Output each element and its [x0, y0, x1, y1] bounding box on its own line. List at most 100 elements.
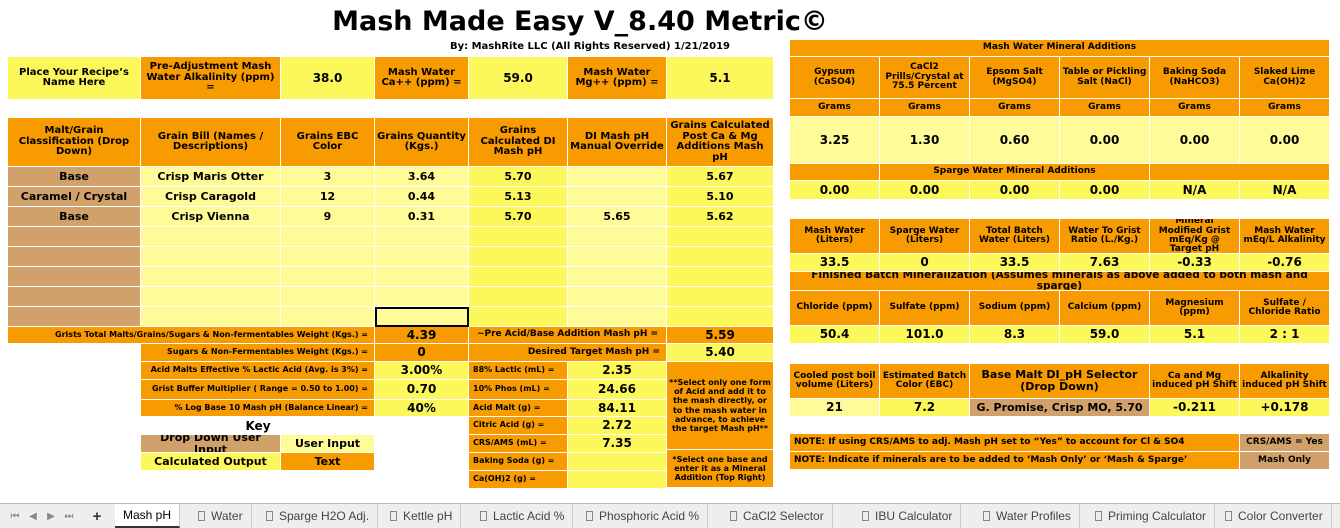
grain-color-cell[interactable]: [281, 307, 375, 327]
key-title: Key: [141, 417, 375, 435]
mineral-unit: Grams: [1240, 99, 1330, 117]
target-ph-input[interactable]: 5.40: [667, 344, 774, 362]
grain-name-cell[interactable]: Crisp Maris Otter: [141, 167, 281, 187]
boil-value[interactable]: 21: [790, 399, 880, 417]
mash-ca-input[interactable]: 59.0: [469, 57, 568, 100]
boil-value[interactable]: G. Promise, Crisp MO, 5.70: [970, 399, 1150, 417]
grain-header-di-ph: Grains Calculated DI Mash pH: [469, 118, 568, 167]
acid-value: 24.66: [568, 380, 667, 400]
grain-ph-override-cell[interactable]: [568, 247, 667, 267]
grain-ph-override-cell[interactable]: [568, 267, 667, 287]
finished-value: 101.0: [880, 326, 970, 344]
add-sheet-icon[interactable]: +: [92, 507, 102, 525]
grain-quantity-cell[interactable]: 0.44: [375, 187, 469, 207]
grain-post-ph-cell: [667, 247, 774, 267]
grain-quantity-cell[interactable]: [375, 267, 469, 287]
sheet-tab[interactable]: Kettle pH: [382, 504, 462, 528]
sheet-tab-label: Sparge H2O Adj.: [279, 509, 370, 523]
grain-quantity-cell[interactable]: 3.64: [375, 167, 469, 187]
grain-color-cell[interactable]: 12: [281, 187, 375, 207]
grain-quantity-cell[interactable]: [375, 287, 469, 307]
grain-name-cell[interactable]: Crisp Caragold: [141, 187, 281, 207]
finished-header: Magnesium (ppm): [1150, 291, 1240, 326]
boil-header: Base Malt DI_pH Selector (Drop Down): [970, 364, 1150, 399]
last-sheet-icon[interactable]: ⏭: [64, 510, 74, 522]
grain-ph-override-cell[interactable]: 5.65: [568, 207, 667, 227]
grain-name-cell[interactable]: [141, 267, 281, 287]
grain-color-cell[interactable]: [281, 267, 375, 287]
mash-mg-input[interactable]: 5.1: [667, 57, 774, 100]
sheet-tab[interactable]: Mash pH: [115, 504, 181, 528]
grain-class-cell[interactable]: Base: [8, 207, 141, 227]
mineral-mash-input[interactable]: 3.25: [790, 117, 880, 164]
acid-label: Acid Malt (g) =: [469, 400, 568, 417]
mineral-mash-input[interactable]: 0.60: [970, 117, 1060, 164]
first-sheet-icon[interactable]: ⏮: [10, 510, 20, 522]
grain-color-cell[interactable]: 3: [281, 167, 375, 187]
grain-class-cell[interactable]: Caramel / Crystal: [8, 187, 141, 207]
mash-mg-label: Mash Water Mg++ (ppm) =: [568, 57, 667, 100]
next-sheet-icon[interactable]: ▶: [47, 510, 55, 522]
boil-header: Estimated Batch Color (EBC): [880, 364, 970, 399]
sheet-tab[interactable]: Color Converter: [1217, 504, 1332, 528]
mineral-header: CaCl2 Prills/Crystal at 75.5 Percent: [880, 57, 970, 99]
buffer-input[interactable]: 0.70: [375, 380, 469, 400]
grain-color-cell[interactable]: 9: [281, 207, 375, 227]
finished-header: Chloride (ppm): [790, 291, 880, 326]
sheet-tab[interactable]: CaCl2 Selector: [722, 504, 833, 528]
grain-class-cell[interactable]: Base: [8, 167, 141, 187]
sheet-tab[interactable]: Priming Calculator: [1087, 504, 1216, 528]
grain-color-cell[interactable]: [281, 287, 375, 307]
mineral-sparge-value: 0.00: [970, 181, 1060, 200]
water-value: 33.5: [790, 254, 880, 272]
alkalinity-input[interactable]: 38.0: [281, 57, 375, 100]
grain-name-cell[interactable]: [141, 247, 281, 267]
grain-ph-override-cell[interactable]: [568, 307, 667, 327]
grain-color-cell[interactable]: [281, 247, 375, 267]
sugars-label: Sugars & Non-Fermentables Weight (Kgs.) …: [141, 344, 375, 362]
minerals-dropdown[interactable]: Mash Only: [1240, 452, 1330, 470]
grain-name-cell[interactable]: Crisp Vienna: [141, 207, 281, 227]
mineral-mash-input[interactable]: 0.00: [1060, 117, 1150, 164]
sheet-tab[interactable]: Water: [190, 504, 252, 528]
grain-class-cell[interactable]: [8, 227, 141, 247]
grain-name-cell[interactable]: [141, 307, 281, 327]
sheet-tab[interactable]: IBU Calculator: [854, 504, 962, 528]
log-input[interactable]: 40%: [375, 400, 469, 417]
grain-post-ph-cell: [667, 307, 774, 327]
prev-sheet-icon[interactable]: ◀: [29, 510, 37, 522]
sheet-tab[interactable]: Lactic Acid %: [472, 504, 574, 528]
grain-class-cell[interactable]: [8, 307, 141, 327]
finished-value: 8.3: [970, 326, 1060, 344]
sheet-tab[interactable]: Water Profiles: [975, 504, 1080, 528]
grain-color-cell[interactable]: [281, 227, 375, 247]
grain-ph-override-cell[interactable]: [568, 287, 667, 307]
grain-ph-override-cell[interactable]: [568, 167, 667, 187]
mineral-mash-input[interactable]: 1.30: [880, 117, 970, 164]
crs-dropdown[interactable]: CRS/AMS = Yes: [1240, 434, 1330, 452]
grain-name-cell[interactable]: [141, 287, 281, 307]
grain-di-ph-cell: [469, 267, 568, 287]
key-dropdown: Drop Down User Input: [141, 435, 281, 453]
mineral-mash-input[interactable]: 0.00: [1240, 117, 1330, 164]
water-header: Water To Grist Ratio (L./Kg.): [1060, 219, 1150, 254]
grain-name-cell[interactable]: [141, 227, 281, 247]
grain-quantity-cell[interactable]: 0.31: [375, 207, 469, 227]
grain-class-cell[interactable]: [8, 287, 141, 307]
grain-quantity-cell[interactable]: [375, 247, 469, 267]
water-value: -0.76: [1240, 254, 1330, 272]
sheet-tab[interactable]: Phosphoric Acid %: [578, 504, 709, 528]
grain-quantity-cell[interactable]: [375, 307, 469, 327]
sheet-tab[interactable]: Sparge H2O Adj.: [258, 504, 379, 528]
grain-ph-override-cell[interactable]: [568, 187, 667, 207]
mineral-header: Baking Soda (NaHCO3): [1150, 57, 1240, 99]
water-value: 7.63: [1060, 254, 1150, 272]
grain-class-cell[interactable]: [8, 267, 141, 287]
grain-quantity-cell[interactable]: [375, 227, 469, 247]
acid-malt-pct-input[interactable]: 3.00%: [375, 362, 469, 380]
grain-class-cell[interactable]: [8, 247, 141, 267]
grain-ph-override-cell[interactable]: [568, 227, 667, 247]
recipe-name-cell[interactable]: Place Your Recipe’s Name Here: [8, 57, 141, 100]
copyright-subtitle: By: MashRite LLC (All Rights Reserved) 1…: [449, 41, 731, 52]
mineral-mash-input[interactable]: 0.00: [1150, 117, 1240, 164]
